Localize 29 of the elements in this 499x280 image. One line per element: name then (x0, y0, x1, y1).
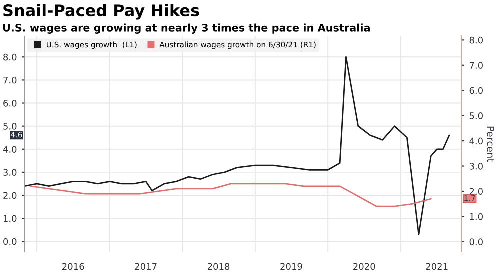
x-tick-label: 2017 (135, 263, 157, 270)
y2-tick-label: 3.0 (470, 162, 483, 170)
y-tick-label: 1.0 (4, 215, 17, 222)
y2-tick-label: 0.0 (470, 238, 483, 246)
x-tick-label: 2018 (208, 263, 230, 270)
x-tick-label: 2020 (354, 263, 376, 270)
line-series (30, 183, 432, 208)
y-tick-label: 4.0 (3, 146, 17, 153)
chart-subtitle: U.S. wages are growing at nearly 3 times the pace in Australia (3, 24, 370, 34)
y-tick-label: 3.0 (4, 169, 17, 176)
y2-tick-label: 5.0 (470, 112, 483, 120)
x-tick-label: 2019 (280, 263, 302, 270)
x-tick-label: 2016 (62, 263, 84, 270)
chart-title: Snail-Paced Pay Hikes (4, 4, 200, 20)
y2-axis-title: Percent (487, 126, 494, 162)
y2-tick-label: 1.0 (470, 213, 483, 220)
y2-tick-label: 6.0 (470, 87, 483, 94)
y-tick-label: 7.0 (4, 76, 17, 84)
y2-tick-label: 8.0 (470, 36, 483, 44)
y-tick-label: 0.0 (4, 238, 17, 246)
y-tick-label: 5.0 (4, 123, 17, 130)
x-tick-label: 2021 (426, 263, 448, 270)
y-tick-label: 2.0 (4, 192, 17, 200)
y2-tick-label: 2.0 (470, 188, 483, 196)
y-tick-label: 8.0 (4, 54, 17, 61)
y-tick-label: 6.0 (4, 100, 17, 107)
line-series (24, 56, 450, 236)
y2-tick-label: 4.0 (470, 138, 483, 145)
y2-tick-label: 7.0 (470, 62, 483, 69)
